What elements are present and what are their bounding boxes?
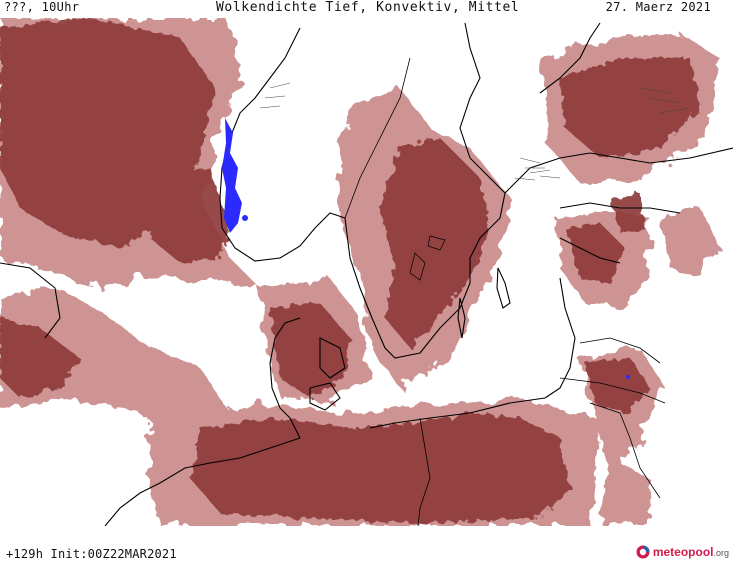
forecast-date: 27. Maerz 2021 (605, 0, 711, 14)
header-bar: ???, 10Uhr Wolkendichte Tief, Konvektiv,… (0, 0, 733, 18)
archipelago-dots (259, 82, 691, 181)
meteopool-logo[interactable]: meteopool.org (636, 545, 729, 559)
logo-tld: .org (713, 548, 729, 558)
coastlines (0, 22, 733, 526)
logo-name: meteopool (652, 545, 714, 559)
cloud-layer-dense (0, 18, 700, 523)
snow-overlay (222, 118, 630, 379)
cloud-density-map (0, 18, 733, 526)
weather-map (0, 18, 733, 526)
logo-wordmark: meteopool.org (653, 545, 729, 559)
run-label: ???, 10Uhr (4, 0, 80, 14)
footer-bar: +129h Init:00Z22MAR2021 meteopool.org (0, 526, 733, 566)
meteopool-logo-icon (636, 545, 650, 559)
forecast-info: +129h Init:00Z22MAR2021 (6, 547, 177, 561)
map-title: Wolkendichte Tief, Konvektiv, Mittel (216, 0, 520, 15)
